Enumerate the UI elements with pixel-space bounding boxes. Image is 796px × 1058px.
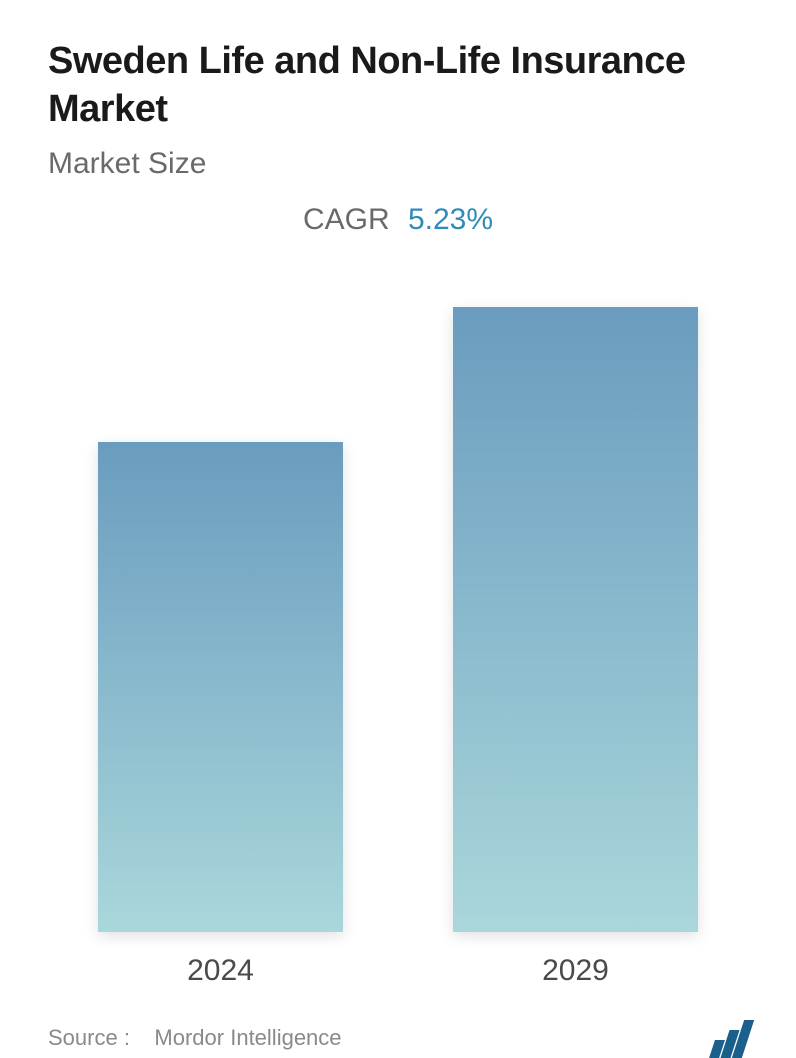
- bar-chart: 2024 2029: [48, 247, 748, 988]
- bar-group-1: 2029: [453, 307, 698, 988]
- bar-group-0: 2024: [98, 442, 343, 988]
- bar-0: [98, 442, 343, 932]
- cagr-label: CAGR: [303, 203, 390, 236]
- chart-subtitle: Market Size: [48, 147, 748, 181]
- cagr-value: 5.23%: [408, 203, 493, 236]
- footer: Source : Mordor Intelligence: [48, 988, 748, 1058]
- bar-label-1: 2029: [542, 954, 609, 988]
- chart-container: Sweden Life and Non-Life Insurance Marke…: [0, 0, 796, 1034]
- bar-label-0: 2024: [187, 954, 254, 988]
- source-text: Source : Mordor Intelligence: [48, 1025, 342, 1051]
- cagr-row: CAGR 5.23%: [48, 203, 748, 237]
- chart-title: Sweden Life and Non-Life Insurance Marke…: [48, 38, 748, 133]
- source-label: Source :: [48, 1025, 130, 1050]
- logo-bars: [712, 1020, 748, 1058]
- bar-1: [453, 307, 698, 932]
- mordor-logo-icon: [712, 1018, 748, 1058]
- source-name: Mordor Intelligence: [154, 1025, 341, 1050]
